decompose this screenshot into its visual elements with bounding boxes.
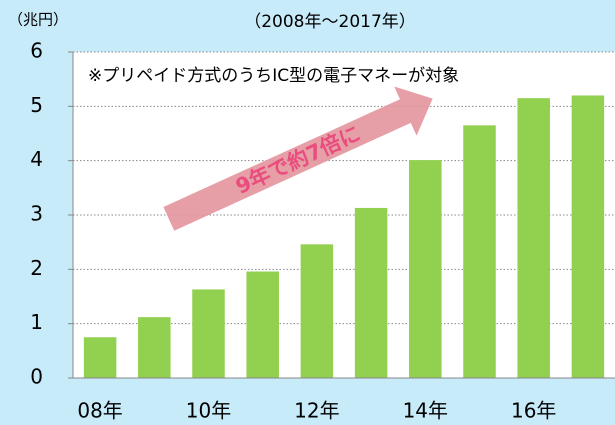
bar xyxy=(246,271,279,378)
bar xyxy=(354,207,388,378)
x-tick-label: 16年 xyxy=(511,399,556,423)
bar xyxy=(300,244,334,378)
bar xyxy=(517,98,550,378)
y-tick-label: 1 xyxy=(30,310,43,334)
bar xyxy=(83,337,117,378)
y-tick-label: 6 xyxy=(30,39,43,63)
arrow-shape xyxy=(163,86,433,231)
x-tick-label: 10年 xyxy=(186,399,231,423)
x-tick-label: 14年 xyxy=(403,399,448,423)
y-tick-label: 3 xyxy=(30,202,43,226)
x-tick-label: 12年 xyxy=(294,399,339,423)
bar xyxy=(409,160,442,378)
y-unit: （兆円） xyxy=(8,11,68,29)
bar xyxy=(463,125,496,378)
subtitle: （2008年～2017年） xyxy=(244,12,416,32)
bar xyxy=(571,95,605,378)
y-tick-label: 5 xyxy=(30,93,43,117)
x-tick-label: 08年 xyxy=(77,399,122,423)
y-tick-label: 2 xyxy=(30,256,43,280)
note: ※プリペイド方式のうちIC型の電子マネーが対象 xyxy=(88,66,459,86)
bar xyxy=(138,317,171,378)
bars: 0 1 2 3 4 5 6 08年 10年 12年 14年 16年 xyxy=(30,39,615,423)
bar xyxy=(192,289,225,378)
y-tick-label: 4 xyxy=(30,147,43,171)
y-tick-label: 0 xyxy=(30,365,43,389)
